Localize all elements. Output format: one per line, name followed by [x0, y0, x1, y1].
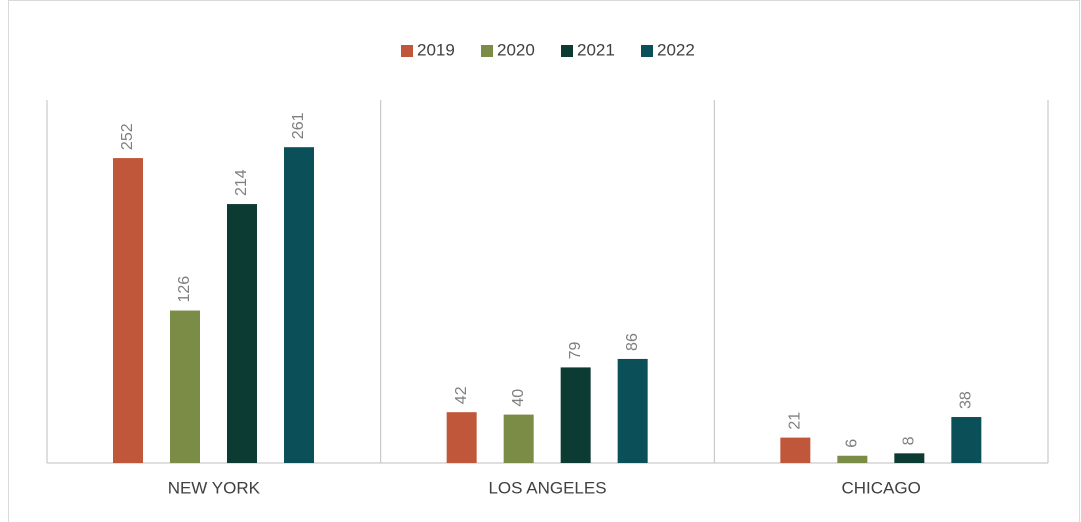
- data-label: 214: [233, 169, 250, 196]
- bar: [446, 412, 477, 463]
- bar: [113, 158, 143, 463]
- bar: [227, 204, 257, 463]
- data-label: 8: [901, 436, 918, 445]
- bar: [617, 358, 648, 463]
- legend-label: 2022: [657, 40, 695, 59]
- bar: [560, 367, 591, 463]
- data-label: 126: [176, 276, 193, 303]
- x-tick-label: CHICAGO: [841, 478, 920, 497]
- bar: [894, 453, 925, 463]
- data-label: 21: [787, 412, 804, 430]
- data-label: 40: [510, 389, 527, 407]
- legend-swatch: [641, 45, 653, 57]
- data-label: 86: [624, 333, 641, 351]
- bar: [780, 437, 811, 463]
- bar: [284, 147, 314, 463]
- legend-label: 2021: [577, 40, 615, 59]
- data-label: 252: [119, 123, 136, 150]
- legend-swatch: [481, 45, 493, 57]
- bar: [503, 414, 534, 463]
- data-label: 6: [844, 439, 861, 448]
- data-label: 261: [290, 112, 307, 139]
- data-label: 79: [567, 342, 584, 360]
- legend-swatch: [561, 45, 573, 57]
- data-label: 38: [958, 391, 975, 409]
- data-label: 42: [453, 386, 470, 404]
- bar: [837, 455, 868, 463]
- x-tick-label: NEW YORK: [168, 478, 261, 497]
- legend-label: 2020: [497, 40, 535, 59]
- bar: [951, 417, 982, 463]
- x-tick-label: LOS ANGELES: [488, 478, 606, 497]
- legend-swatch: [401, 45, 413, 57]
- chart-frame: [8, 0, 1080, 522]
- legend-label: 2019: [417, 40, 455, 59]
- bar: [170, 310, 200, 463]
